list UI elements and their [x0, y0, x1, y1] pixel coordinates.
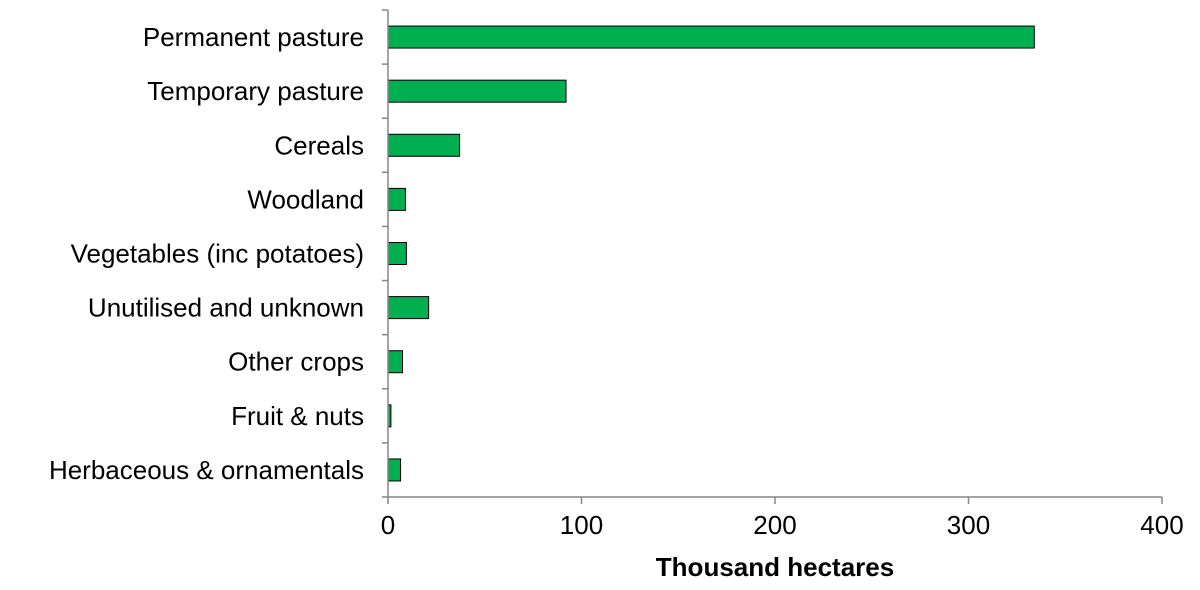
x-axis-title: Thousand hectares: [656, 552, 894, 582]
bars: [387, 25, 1035, 482]
x-tick-label: 200: [753, 510, 796, 540]
category-label: Permanent pasture: [143, 22, 364, 52]
x-tick-label: 300: [947, 510, 990, 540]
category-label: Unutilised and unknown: [88, 293, 364, 323]
x-tick-label: 400: [1140, 510, 1183, 540]
category-label: Herbaceous & ornamentals: [49, 455, 364, 485]
bar: [387, 25, 1035, 49]
category-labels: Permanent pasture Temporary pasture Cereal…: [49, 22, 364, 485]
category-label: Temporary pasture: [147, 76, 364, 106]
bar: [387, 133, 461, 157]
x-tick-label: 100: [560, 510, 603, 540]
category-label: Cereals: [274, 130, 364, 160]
category-label: Woodland: [247, 184, 364, 214]
category-label: Other crops: [228, 347, 364, 377]
axes: 0 100 200 300 400: [381, 9, 1184, 540]
bar: [387, 458, 402, 482]
x-tick-label: 0: [381, 510, 395, 540]
bar: [387, 350, 404, 374]
bar: [387, 187, 406, 211]
category-label: Fruit & nuts: [231, 401, 364, 431]
category-label: Vegetables (inc potatoes): [71, 239, 364, 269]
bar: [387, 79, 567, 103]
bar: [387, 242, 407, 265]
bar: [387, 296, 430, 320]
